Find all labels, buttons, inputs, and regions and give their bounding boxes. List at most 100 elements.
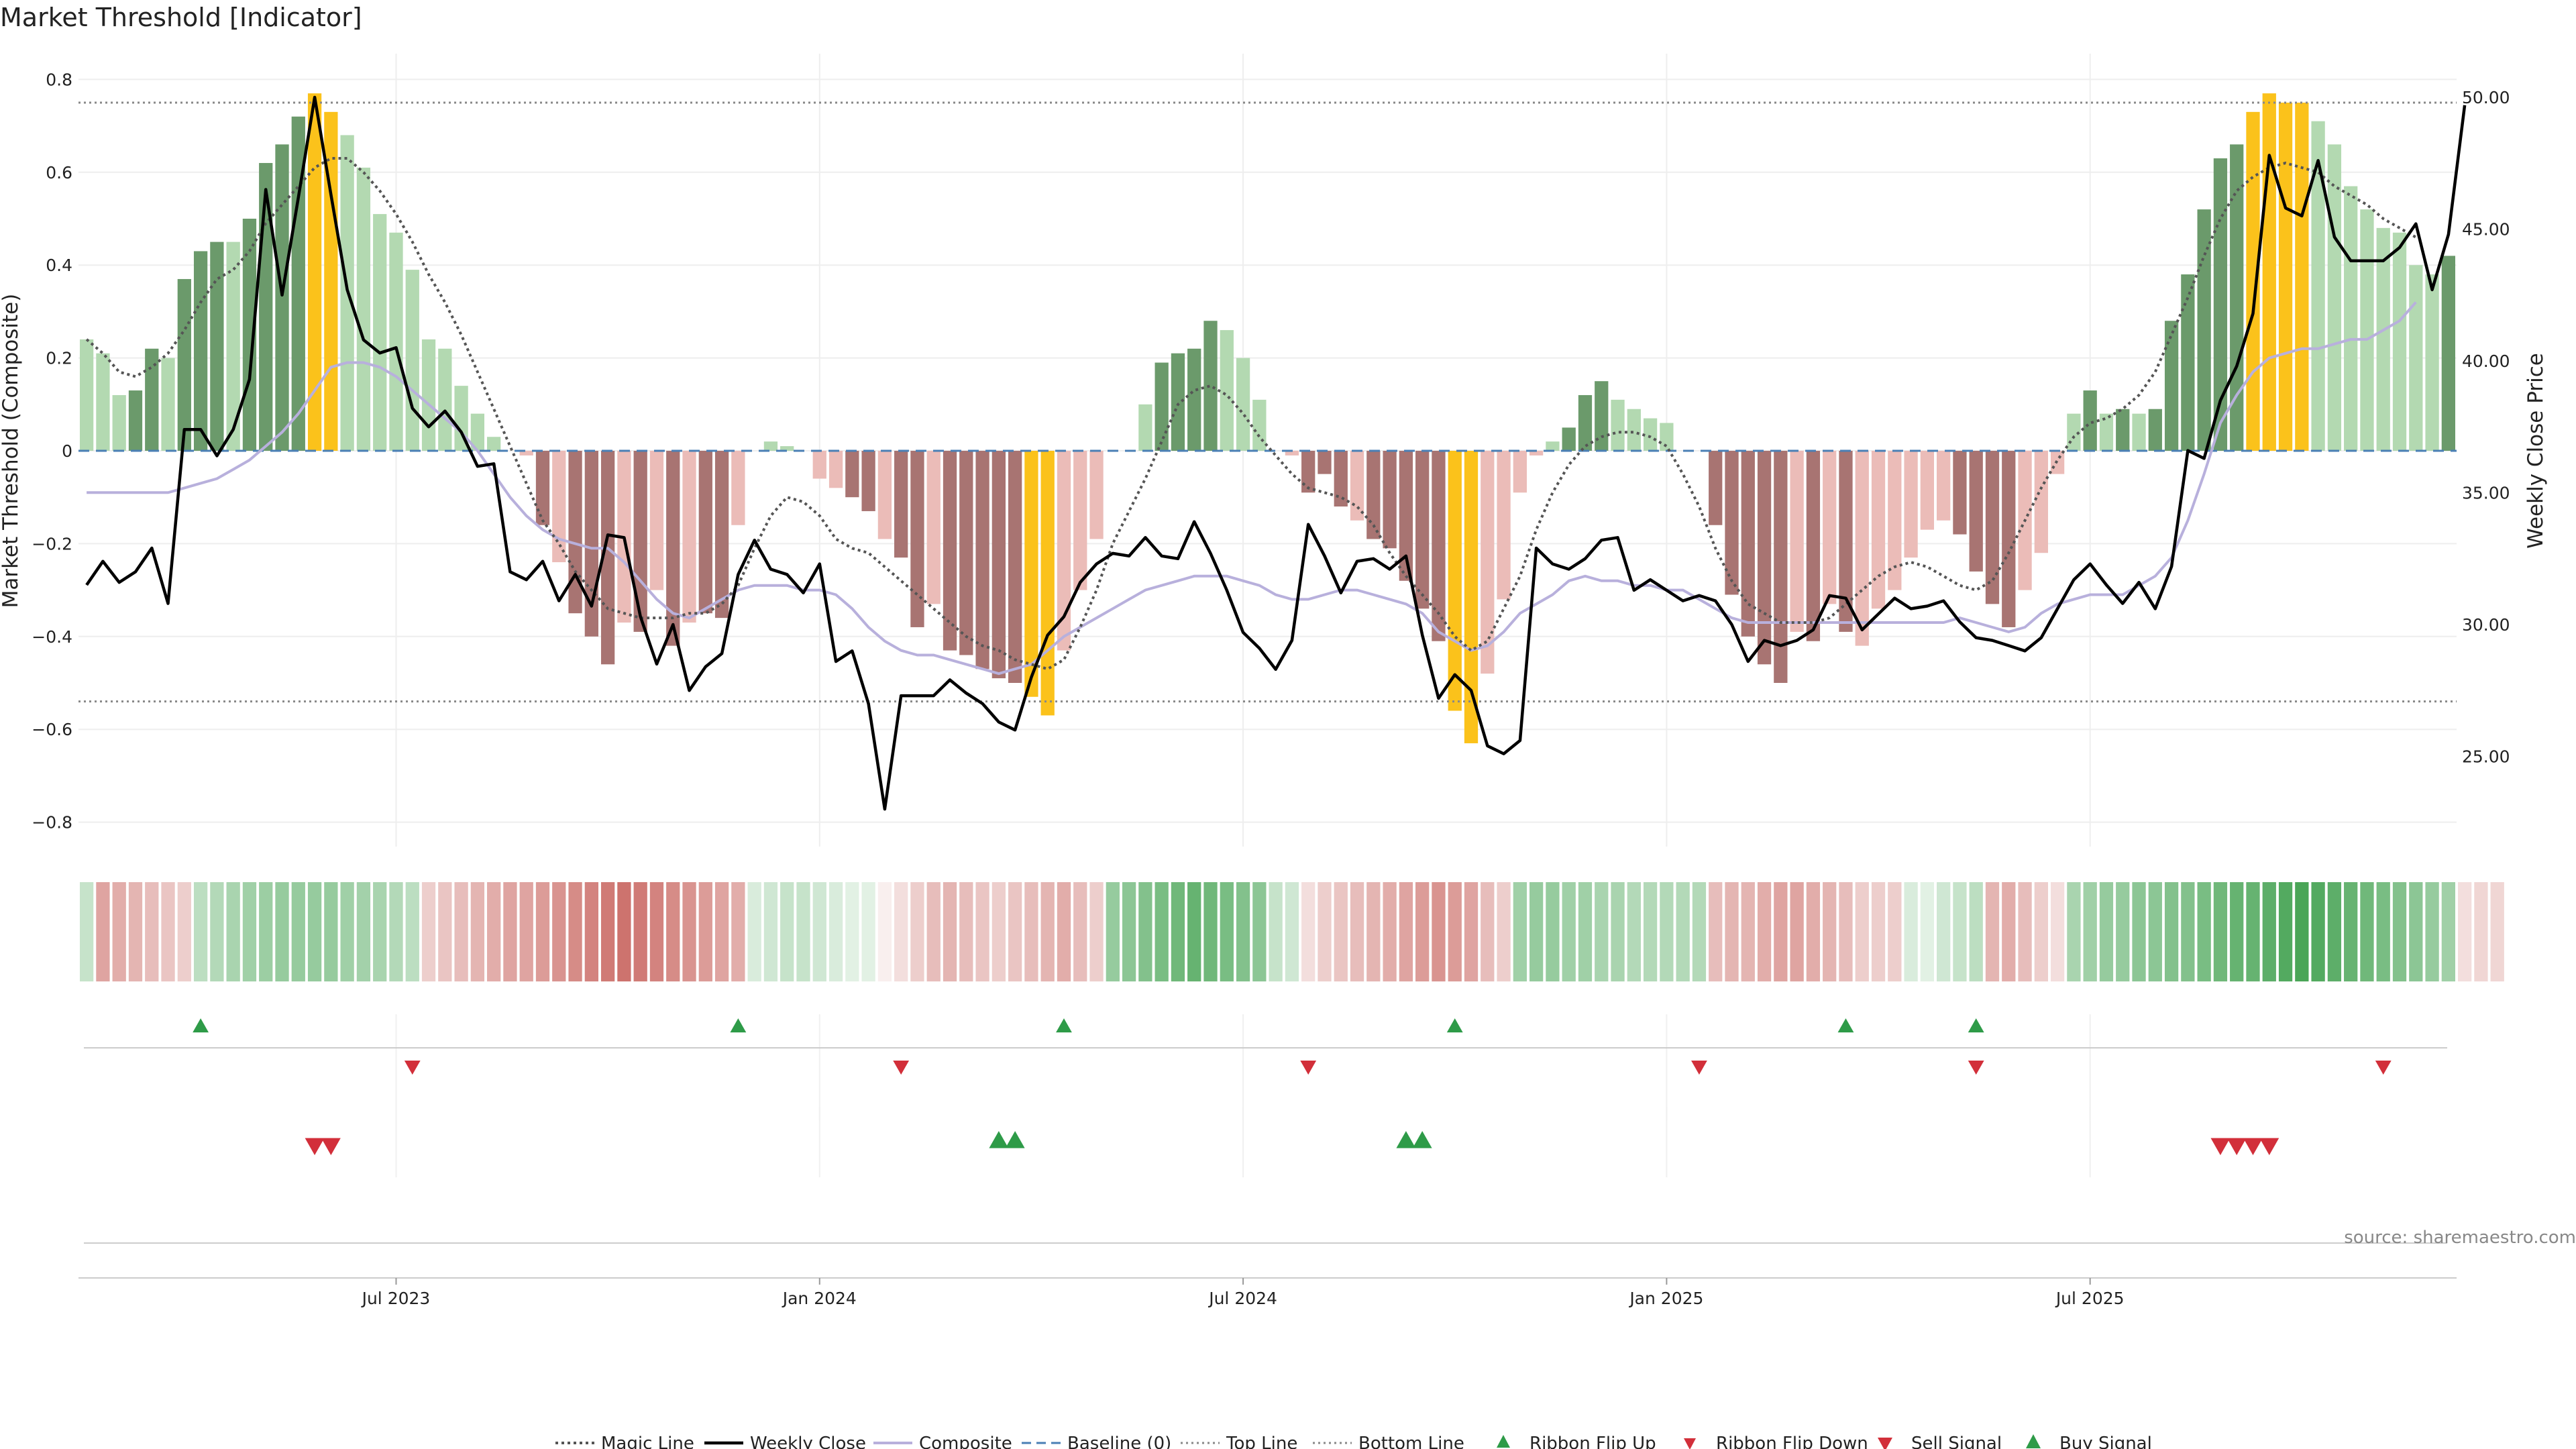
heat-cell bbox=[552, 882, 566, 981]
composite-bar bbox=[1741, 451, 1755, 637]
heat-cell bbox=[1562, 882, 1576, 981]
composite-bar bbox=[1904, 451, 1918, 558]
sell-signal-marker bbox=[2226, 1138, 2247, 1155]
composite-bar bbox=[470, 413, 485, 451]
heat-cell bbox=[959, 882, 973, 981]
heat-cell bbox=[698, 882, 712, 981]
heat-cell bbox=[177, 882, 191, 981]
composite-bar bbox=[1855, 451, 1869, 646]
ribbon-flip-up-marker bbox=[1837, 1018, 1854, 1032]
ribbon-flip-down-marker bbox=[1691, 1061, 1707, 1075]
heat-cell bbox=[356, 882, 371, 981]
composite-bar bbox=[226, 241, 240, 451]
heat-cell bbox=[2458, 882, 2472, 981]
composite-bar bbox=[1643, 418, 1658, 451]
heat-cell bbox=[193, 882, 208, 981]
y-tick-label: −0.8 bbox=[32, 813, 72, 833]
composite-bar bbox=[600, 451, 615, 665]
composite-bar bbox=[1432, 451, 1446, 641]
heat-cell bbox=[1057, 882, 1071, 981]
composite-bar bbox=[1969, 451, 1983, 572]
sell-signal-marker bbox=[305, 1138, 325, 1155]
heat-cell bbox=[1040, 882, 1055, 981]
heat-cell bbox=[845, 882, 859, 981]
heat-cell bbox=[1448, 882, 1462, 981]
heat-cell bbox=[2164, 882, 2179, 981]
composite-bar bbox=[1318, 451, 1332, 474]
heat-cell bbox=[2116, 882, 2130, 981]
legend-label: Ribbon Flip Up bbox=[1529, 1434, 1656, 1449]
heat-cell bbox=[405, 882, 419, 981]
heat-cell bbox=[780, 882, 794, 981]
heat-cell bbox=[1871, 882, 1886, 981]
heat-cell bbox=[796, 882, 810, 981]
heat-cell bbox=[259, 882, 273, 981]
composite-bar bbox=[1578, 394, 1593, 451]
composite-bar bbox=[2164, 321, 2179, 451]
heat-cell bbox=[487, 882, 501, 981]
buy-signal-marker bbox=[1005, 1131, 1025, 1148]
y2-axis-label: Weekly Close Price bbox=[2524, 353, 2548, 549]
heat-cell bbox=[1252, 882, 1267, 981]
legend-sell-swatch bbox=[1878, 1438, 1892, 1449]
heat-cell bbox=[1969, 882, 1983, 981]
heat-cell bbox=[1383, 882, 1397, 981]
composite-bar bbox=[2002, 451, 2016, 627]
legend-ribbon-up-swatch bbox=[1497, 1435, 1510, 1448]
heat-cell bbox=[1611, 882, 1625, 981]
composite-bar bbox=[1529, 451, 1544, 455]
composite-bar bbox=[389, 232, 403, 451]
heat-cell bbox=[2018, 882, 2032, 981]
heat-cell bbox=[1660, 882, 1674, 981]
y2-tick-label: 25.00 bbox=[2462, 747, 2510, 767]
heat-cell bbox=[1937, 882, 1951, 981]
heat-cell bbox=[340, 882, 354, 981]
heat-cell bbox=[2474, 882, 2488, 981]
composite-bar bbox=[1481, 451, 1495, 674]
composite-bar bbox=[2392, 232, 2407, 451]
heat-cell bbox=[226, 882, 240, 981]
heat-cell bbox=[975, 882, 989, 981]
heat-cell bbox=[666, 882, 680, 981]
legend-label: Baseline (0) bbox=[1067, 1434, 1171, 1449]
composite-bar bbox=[1350, 451, 1364, 521]
ribbon-flip-down-marker bbox=[893, 1061, 910, 1075]
y-axis-label: Market Threshold (Composite) bbox=[0, 294, 23, 608]
composite-bar bbox=[763, 441, 778, 451]
heat-cell bbox=[1008, 882, 1022, 981]
composite-bar bbox=[519, 451, 533, 455]
composite-bar bbox=[1464, 451, 1479, 743]
composite-bar bbox=[145, 348, 159, 451]
composite-bar bbox=[1497, 451, 1511, 600]
composite-bar bbox=[193, 251, 208, 451]
heat-cell bbox=[1301, 882, 1316, 981]
heat-cell bbox=[1692, 882, 1707, 981]
heat-cell bbox=[503, 882, 517, 981]
composite-bar bbox=[861, 451, 875, 511]
composite-bar bbox=[1171, 353, 1185, 451]
legend[interactable]: Magic Line Weekly Close Composite Baseline … bbox=[555, 1434, 2152, 1449]
composite-bar bbox=[2278, 103, 2293, 451]
composite-bar bbox=[1757, 451, 1772, 665]
x-tick-label: Jan 2024 bbox=[782, 1289, 857, 1308]
y-tick-label: 0.4 bbox=[46, 256, 72, 275]
heat-cell bbox=[2099, 882, 2114, 981]
weekly-close-line bbox=[85, 95, 2467, 811]
heat-cell bbox=[1806, 882, 1821, 981]
heat-cell bbox=[1985, 882, 2000, 981]
y2-tick-label: 50.00 bbox=[2462, 88, 2510, 107]
composite-bar bbox=[275, 144, 289, 451]
composite-bar bbox=[438, 348, 452, 451]
heat-cell bbox=[943, 882, 957, 981]
composite-bar bbox=[1448, 451, 1462, 711]
composite-bar bbox=[2246, 111, 2260, 451]
heat-cell bbox=[894, 882, 908, 981]
heat-cell bbox=[1464, 882, 1479, 981]
composite-bar bbox=[2360, 209, 2374, 451]
composite-bar bbox=[1236, 358, 1250, 451]
heat-cell bbox=[1741, 882, 1755, 981]
composite-bar bbox=[828, 451, 843, 488]
legend-label: Ribbon Flip Down bbox=[1716, 1434, 1868, 1449]
composite-bar bbox=[568, 451, 582, 614]
composite-bar bbox=[291, 116, 305, 451]
